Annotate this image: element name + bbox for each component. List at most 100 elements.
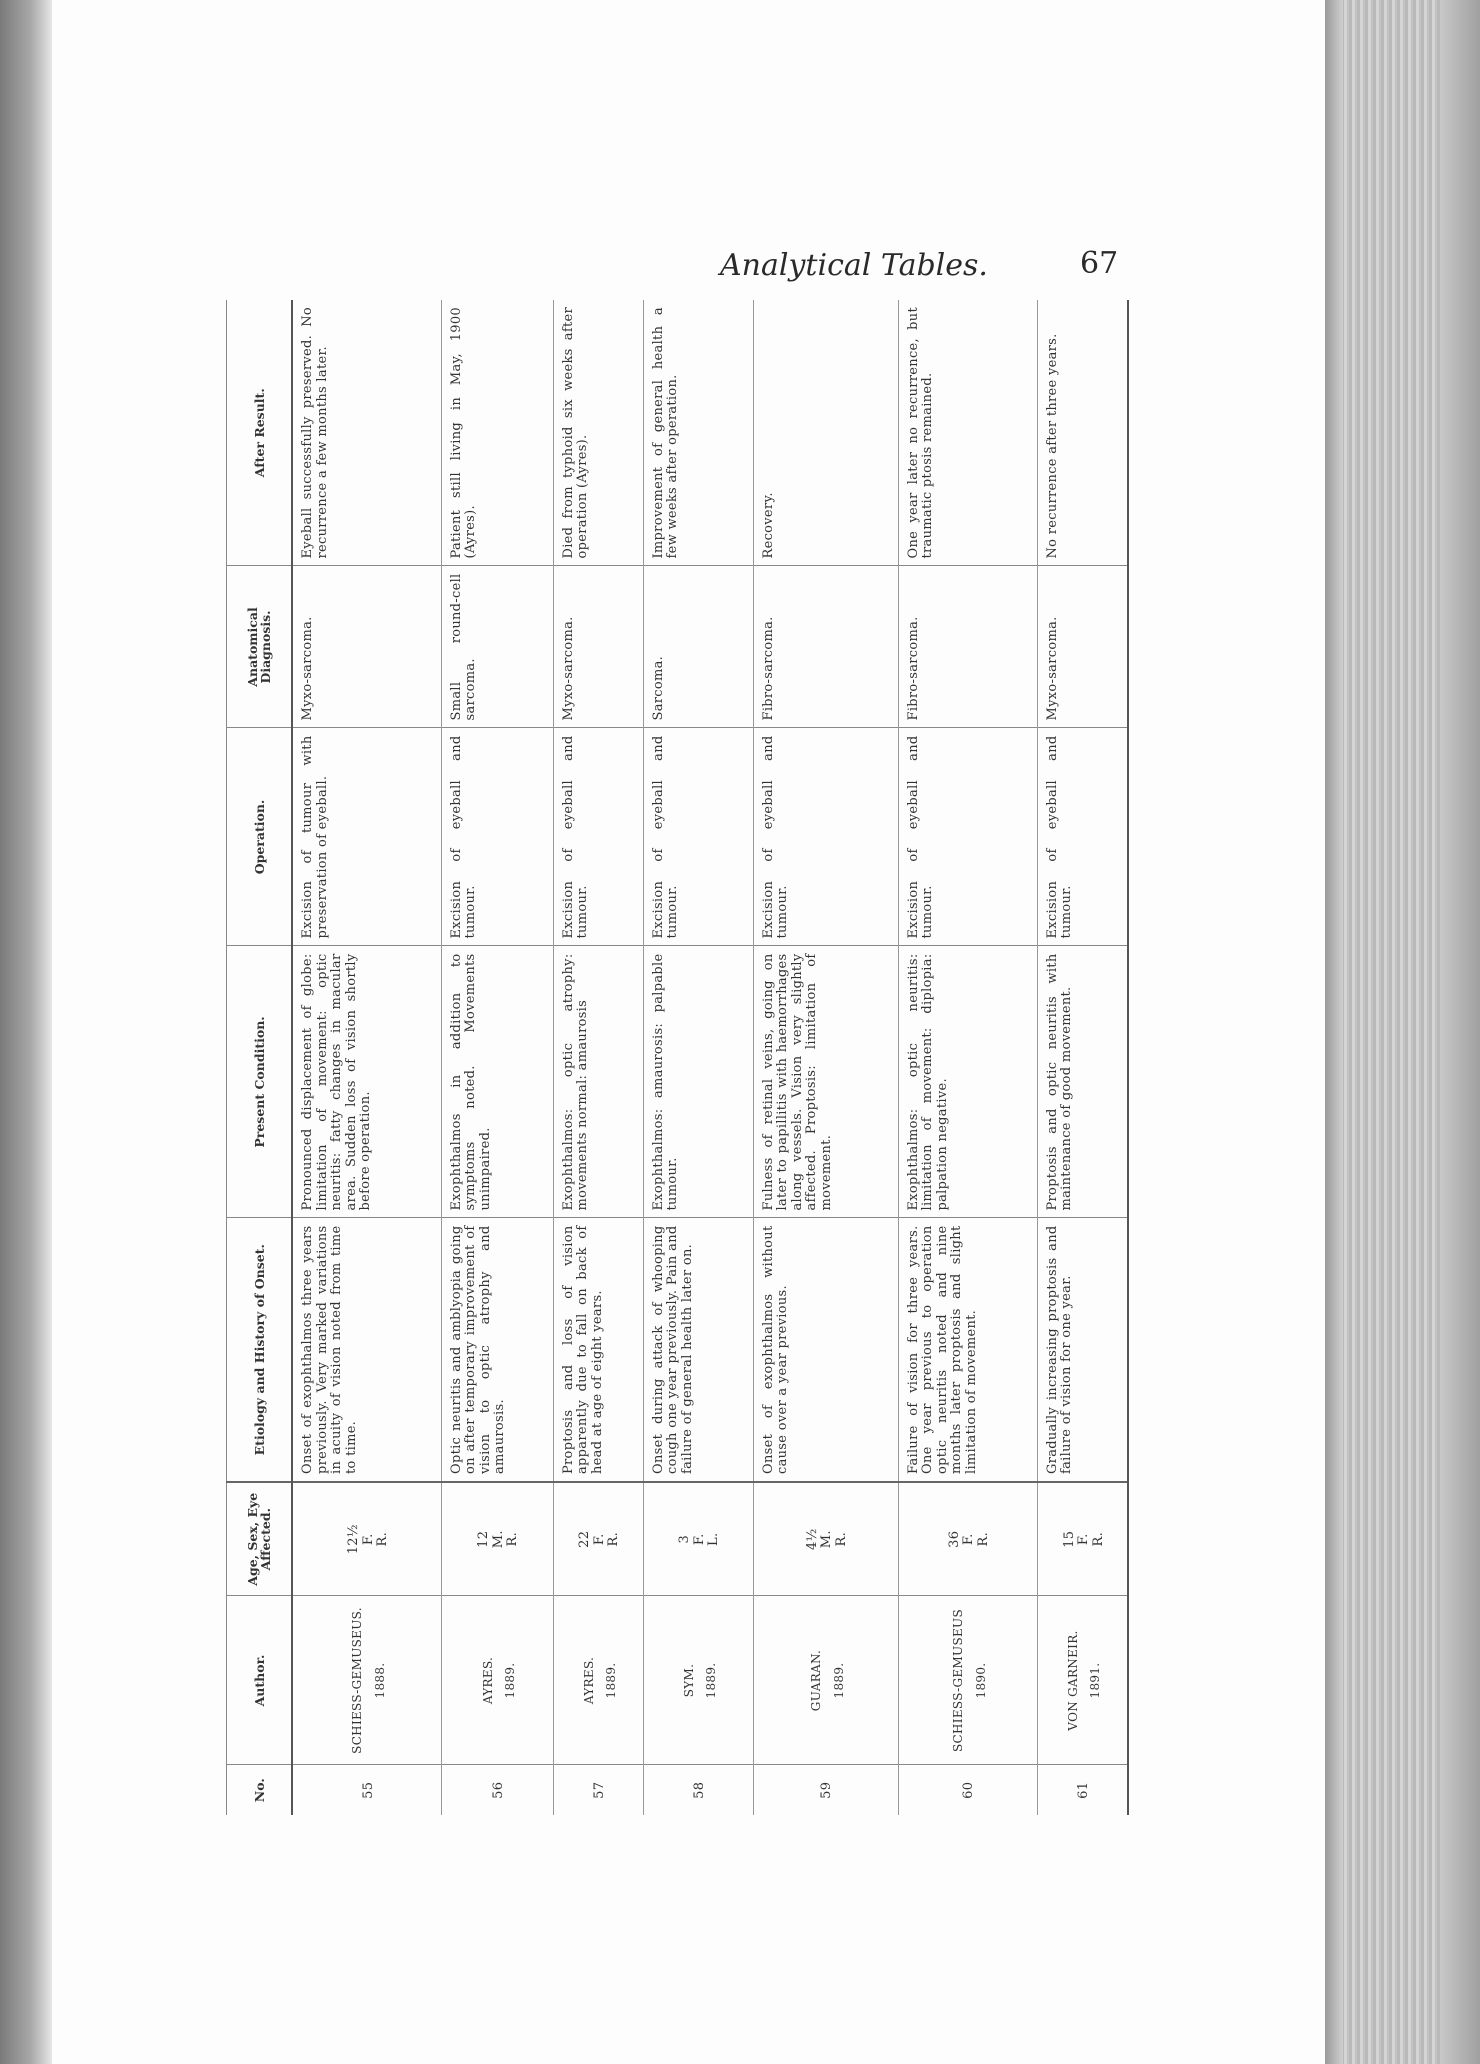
after-result-cell: One year later no recurrence, but trauma… <box>898 300 1037 566</box>
author-year: 1889. <box>831 1662 846 1699</box>
present-condition-cell: Pronounced displacement of globe: limita… <box>292 946 441 1218</box>
etiology-cell: Gradually increasing proptosis and failu… <box>1037 1218 1128 1482</box>
header-anatomical-diagnosis: Anatomical Diagnosis. <box>226 566 292 728</box>
table-row: 59 GUARAN. 1889. 4½ M. R. Onset of exophtha… <box>753 300 898 1815</box>
case-number: 60 <box>898 1765 1037 1815</box>
eye-affected: R. <box>505 1531 521 1547</box>
eye-affected: R. <box>606 1531 622 1547</box>
sex: F. <box>360 1533 376 1546</box>
analytical-table-rotated: No. Author. Age, Sex, Eye Affected. Etio… <box>226 300 1129 1815</box>
table-header-row: No. Author. Age, Sex, Eye Affected. Etio… <box>226 300 292 1815</box>
age-sex-eye-cell: 3 F. L. <box>643 1482 753 1596</box>
table-row: 56 AYRES. 1889. 12 M. R. Optic neuritis and… <box>441 300 553 1815</box>
author-year: 1889. <box>503 1662 517 1699</box>
etiology-cell: Onset during attack of whooping cough on… <box>643 1218 753 1482</box>
sex: F. <box>691 1533 707 1546</box>
case-number: 61 <box>1037 1765 1128 1815</box>
age-sex-eye-cell: 15 F. R. <box>1037 1482 1128 1596</box>
etiology-cell: Onset of exophthalmos without cause over… <box>753 1218 898 1482</box>
author-year: 1889. <box>604 1662 618 1699</box>
author-name: GUARAN. <box>809 1649 823 1712</box>
present-condition-cell: Exophthalmos: amaurosis: palpable tumour… <box>643 946 753 1218</box>
age: 4½ <box>804 1528 820 1550</box>
etiology-cell: Optic neuritis and amblyopia going on af… <box>441 1218 553 1482</box>
author-name: SCHIESS-GEMUSEUS. <box>350 1607 365 1754</box>
case-number: 57 <box>553 1765 643 1815</box>
author-year: 1889. <box>704 1662 718 1699</box>
running-head: Analytical Tables. <box>720 248 988 283</box>
header-present-condition: Present Condition. <box>226 946 292 1218</box>
present-condition-cell: Fulness of retinal veins, going on later… <box>753 946 898 1218</box>
sex: M. <box>819 1530 835 1549</box>
eye-affected: R. <box>1090 1531 1106 1547</box>
sex: M. <box>490 1530 506 1549</box>
eye-affected: R. <box>975 1531 991 1547</box>
operation-cell: Excision of eyeball and tumour. <box>441 728 553 946</box>
anatomical-diagnosis-cell: Myxo-sarcoma. <box>292 566 441 728</box>
anatomical-diagnosis-cell: Sarcoma. <box>643 566 753 728</box>
after-result-cell: Recovery. <box>753 300 898 566</box>
age-sex-eye-cell: 12½ F. R. <box>292 1482 441 1596</box>
age: 12½ <box>346 1524 361 1555</box>
etiology-cell: Failure of vision for three years. One y… <box>898 1218 1037 1482</box>
page-number: 67 <box>1080 246 1119 281</box>
present-condition-cell: Exophthalmos in addition to symptoms not… <box>441 946 553 1218</box>
header-after-result: After Result. <box>226 300 292 566</box>
present-condition-cell: Exophthalmos: optic atrophy: movements n… <box>553 946 643 1218</box>
operation-cell: Excision of eyeball and tumour. <box>898 728 1037 946</box>
sex: F. <box>961 1533 977 1546</box>
header-no: No. <box>226 1765 292 1815</box>
age: 12 <box>476 1530 492 1548</box>
present-condition-cell: Exophthalmos: optic neuritis: limitation… <box>898 946 1037 1218</box>
table-row: 58 SYM. 1889. 3 F. L. Onset during attack o… <box>643 300 753 1815</box>
author-cell: SCHIESS-GEMUSEUS 1890. <box>898 1596 1037 1765</box>
after-result-cell: Improvement of general health a few week… <box>643 300 753 566</box>
header-age-sex-eye: Age, Sex, Eye Affected. <box>226 1482 292 1596</box>
table-row: 57 AYRES. 1889. 22 F. R. Proptosis and loss… <box>553 300 643 1815</box>
present-condition-cell: Proptosis and optic neuritis with mainte… <box>1037 946 1128 1218</box>
age: 36 <box>946 1530 962 1548</box>
eye-affected: R. <box>375 1531 390 1547</box>
operation-cell: Excision of eyeball and tumour. <box>643 728 753 946</box>
author-cell: SCHIESS-GEMUSEUS. 1888. <box>292 1596 441 1765</box>
header-operation: Operation. <box>226 728 292 946</box>
author-name: VON GARNEIR. <box>1065 1630 1080 1731</box>
author-cell: AYRES. 1889. <box>553 1596 643 1765</box>
anatomical-diagnosis-cell: Fibro-sarcoma. <box>753 566 898 728</box>
age-sex-eye-cell: 4½ M. R. <box>753 1482 898 1596</box>
after-result-cell: Patient still living in May, 1900 (Ayres… <box>441 300 553 566</box>
book-page-edges <box>1325 0 1480 2064</box>
analytical-table: No. Author. Age, Sex, Eye Affected. Etio… <box>226 300 1129 1815</box>
author-name: AYRES. <box>581 1656 596 1705</box>
operation-cell: Excision of tumour with preservation of … <box>292 728 441 946</box>
case-number: 55 <box>292 1765 441 1815</box>
case-number: 59 <box>753 1765 898 1815</box>
sex: F. <box>591 1533 607 1546</box>
after-result-cell: No recurrence after three years. <box>1037 300 1128 566</box>
author-cell: AYRES. 1889. <box>441 1596 553 1765</box>
author-cell: VON GARNEIR. 1891. <box>1037 1596 1128 1765</box>
age: 3 <box>677 1534 693 1544</box>
author-name: AYRES. <box>480 1656 495 1705</box>
author-year: 1891. <box>1088 1662 1103 1699</box>
table-row: 60 SCHIESS-GEMUSEUS 1890. 36 F. R. Failure … <box>898 300 1037 1815</box>
author-name: SCHIESS-GEMUSEUS <box>951 1609 965 1752</box>
after-result-cell: Died from typhoid six weeks after operat… <box>553 300 643 566</box>
eye-affected: R. <box>833 1531 849 1547</box>
eye-affected: L. <box>706 1532 722 1546</box>
header-etiology: Etiology and History of Onset. <box>226 1218 292 1482</box>
sex: F. <box>1076 1533 1091 1546</box>
age-sex-eye-cell: 36 F. R. <box>898 1482 1037 1596</box>
header-author: Author. <box>226 1596 292 1765</box>
table-row: 61 VON GARNEIR. 1891. 15 F. R. Gradually in… <box>1037 300 1128 1815</box>
anatomical-diagnosis-cell: Myxo-sarcoma. <box>553 566 643 728</box>
author-year: 1890. <box>973 1662 988 1699</box>
scan-left-edge <box>0 0 52 2064</box>
author-year: 1888. <box>372 1662 387 1699</box>
case-number: 56 <box>441 1765 553 1815</box>
table-row: 55 SCHIESS-GEMUSEUS. 1888. 12½ F. R. Onset … <box>292 300 441 1815</box>
after-result-cell: Eyeball successfully preserved. No recur… <box>292 300 441 566</box>
age-sex-eye-cell: 12 M. R. <box>441 1482 553 1596</box>
operation-cell: Excision of eyeball and tumour. <box>753 728 898 946</box>
author-cell: SYM. 1889. <box>643 1596 753 1765</box>
